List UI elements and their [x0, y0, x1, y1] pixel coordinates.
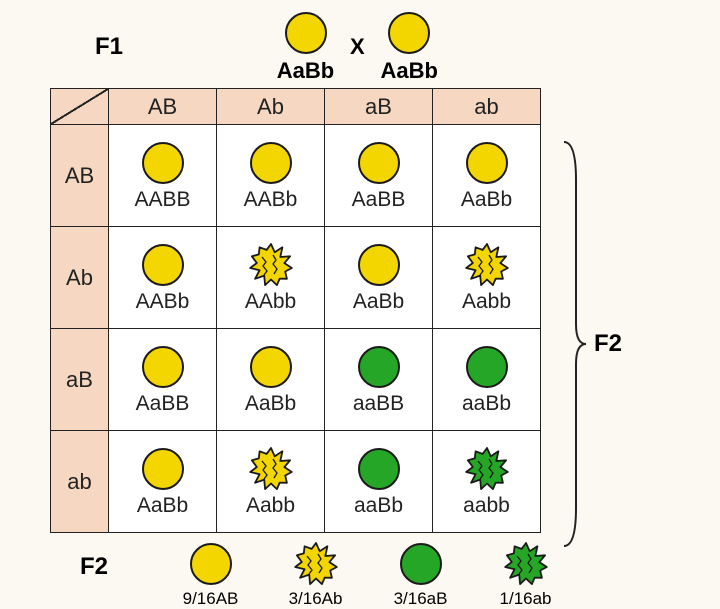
f2-summary-row: F2 9/16AB 3/16Ab 3/16aB 1/16ab [80, 541, 578, 609]
punnett-cell: AaBB [325, 125, 433, 227]
col-header: ab [433, 89, 541, 125]
cell-genotype: AABb [136, 290, 190, 314]
f1-label: F1 [95, 33, 123, 61]
summary-ratio: 3/16aB [394, 589, 448, 609]
punnett-cell: AaBb [217, 329, 325, 431]
cell-genotype: AaBb [137, 494, 188, 518]
col-header: aB [325, 89, 433, 125]
punnett-cell: AaBb [433, 125, 541, 227]
phenotype-icon [293, 541, 339, 587]
f1-parent1-genotype: AaBb [277, 58, 334, 84]
cell-genotype: AaBb [461, 188, 512, 212]
punnett-row: AB AABB AABb AaBB AaBb [51, 125, 541, 227]
f1-parent2-genotype: AaBb [380, 58, 437, 84]
punnett-cell: aaBb [433, 329, 541, 431]
cell-genotype: aaBB [353, 392, 404, 416]
cell-genotype: aabb [463, 494, 510, 518]
cell-genotype: aaBb [354, 494, 403, 518]
row-header: Ab [51, 227, 109, 329]
punnett-cell: Aabb [217, 431, 325, 533]
f2-summary-label: F2 [80, 553, 108, 581]
cell-genotype: AABB [134, 188, 190, 212]
cell-genotype: AaBb [245, 392, 296, 416]
cell-genotype: AaBb [353, 290, 404, 314]
punnett-cell: AAbb [217, 227, 325, 329]
punnett-cell: AaBb [325, 227, 433, 329]
cell-genotype: AAbb [245, 290, 296, 314]
summary-item: 3/16Ab [263, 541, 368, 609]
punnett-cell: aaBb [325, 431, 433, 533]
f1-parent-1: AaBb [263, 10, 348, 84]
cell-genotype: Aabb [246, 494, 295, 518]
summary-ratio: 9/16AB [183, 589, 239, 609]
punnett-cell: AABB [109, 125, 217, 227]
punnett-header-row: AB Ab aB ab [51, 89, 541, 125]
row-header: ab [51, 431, 109, 533]
punnett-cell: Aabb [433, 227, 541, 329]
punnett-row: aB AaBB AaBb aaBB aaBb [51, 329, 541, 431]
punnett-cell: aaBB [325, 329, 433, 431]
phenotype-icon [283, 10, 329, 56]
phenotype-icon [386, 10, 432, 56]
cell-genotype: Aabb [462, 290, 511, 314]
col-header: AB [109, 89, 217, 125]
punnett-row: Ab AABb AAbb AaBb Aabb [51, 227, 541, 329]
summary-ratio: 3/16Ab [289, 589, 343, 609]
brace-icon [562, 140, 588, 548]
summary-item: 1/16ab [473, 541, 578, 609]
summary-ratio: 1/16ab [500, 589, 552, 609]
diagram-root: F1 AaBb X AaBb AB Ab aB ab AB AABB [50, 10, 578, 609]
summary-item: 3/16aB [368, 541, 473, 609]
punnett-cell: AaBB [109, 329, 217, 431]
cell-genotype: AaBB [136, 392, 190, 416]
punnett-square: AB Ab aB ab AB AABB AABb AaBB AaBb [50, 88, 541, 533]
punnett-cell: AABb [217, 125, 325, 227]
f1-parent-2: AaBb [367, 10, 452, 84]
f2-side-label: F2 [594, 330, 622, 358]
punnett-row: ab AaBb Aabb aaBb aabb [51, 431, 541, 533]
punnett-cell: aabb [433, 431, 541, 533]
row-header: aB [51, 329, 109, 431]
cell-genotype: AaBB [352, 188, 406, 212]
punnett-cell: AaBb [109, 431, 217, 533]
cell-genotype: aaBb [462, 392, 511, 416]
punnett-corner [51, 89, 109, 125]
phenotype-icon [503, 541, 549, 587]
punnett-cell: AABb [109, 227, 217, 329]
f2-side-brace: F2 [562, 140, 622, 548]
phenotype-icon [398, 541, 444, 587]
col-header: Ab [217, 89, 325, 125]
phenotype-icon [188, 541, 234, 587]
cross-symbol: X [350, 34, 365, 60]
cell-genotype: AABb [244, 188, 298, 212]
summary-item: 9/16AB [158, 541, 263, 609]
row-header: AB [51, 125, 109, 227]
f1-cross-row: F1 AaBb X AaBb [95, 10, 578, 84]
